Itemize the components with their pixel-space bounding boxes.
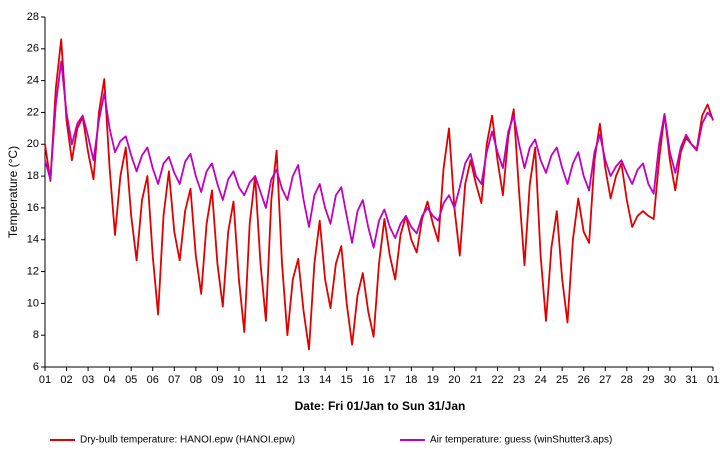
x-tick-label: 12 — [276, 374, 288, 386]
legend-label: Air temperature: guess (winShutter3.aps) — [430, 435, 612, 446]
x-tick-label: 19 — [427, 374, 439, 386]
x-tick-label: 01 — [707, 374, 719, 386]
y-axis-label: Temperature (°C) — [6, 146, 20, 238]
y-tick-label: 20 — [27, 138, 39, 150]
x-tick-label: 21 — [470, 374, 482, 386]
x-tick-label: 04 — [104, 374, 116, 386]
x-tick-label: 23 — [513, 374, 525, 386]
x-tick-label: 28 — [621, 374, 633, 386]
x-tick-label: 26 — [578, 374, 590, 386]
legend-label: Dry-bulb temperature: HANOI.epw (HANOI.e… — [80, 435, 295, 446]
x-tick-label: 03 — [82, 374, 94, 386]
x-tick-label: 31 — [685, 374, 697, 386]
x-tick-label: 22 — [491, 374, 503, 386]
x-tick-label: 08 — [190, 374, 202, 386]
x-tick-label: 24 — [534, 374, 546, 386]
x-tick-label: 10 — [233, 374, 245, 386]
line-series — [44, 60, 714, 249]
y-tick-label: 12 — [27, 265, 39, 277]
y-tick-label: 6 — [33, 361, 39, 373]
x-tick-label: 11 — [255, 374, 266, 386]
x-tick-label: 30 — [664, 374, 676, 386]
y-tick-label: 10 — [27, 297, 39, 309]
x-tick-label: 29 — [642, 374, 654, 386]
y-tick-label: 24 — [27, 75, 39, 87]
x-tick-label: 14 — [319, 374, 331, 386]
y-tick-label: 18 — [27, 170, 39, 182]
x-tick-label: 17 — [384, 374, 396, 386]
line-series — [44, 38, 714, 351]
x-tick-label: 16 — [362, 374, 374, 386]
x-axis-label: Date: Fri 01/Jan to Sun 31/Jan — [295, 399, 466, 413]
x-tick-label: 25 — [556, 374, 568, 386]
x-tick-label: 27 — [599, 374, 611, 386]
x-tick-label: 20 — [448, 374, 460, 386]
y-tick-label: 26 — [27, 43, 39, 55]
y-tick-label: 14 — [27, 234, 39, 246]
x-tick-label: 18 — [405, 374, 417, 386]
y-tick-label: 22 — [27, 106, 39, 118]
x-tick-label: 07 — [168, 374, 180, 386]
x-tick-label: 09 — [211, 374, 223, 386]
x-tick-label: 06 — [147, 374, 159, 386]
x-tick-label: 15 — [341, 374, 353, 386]
y-tick-label: 8 — [33, 329, 39, 341]
x-tick-label: 02 — [60, 374, 72, 386]
y-tick-label: 28 — [27, 11, 39, 23]
x-tick-label: 01 — [39, 374, 51, 386]
x-tick-label: 13 — [297, 374, 309, 386]
x-tick-label: 05 — [125, 374, 137, 386]
y-tick-label: 16 — [27, 202, 39, 214]
